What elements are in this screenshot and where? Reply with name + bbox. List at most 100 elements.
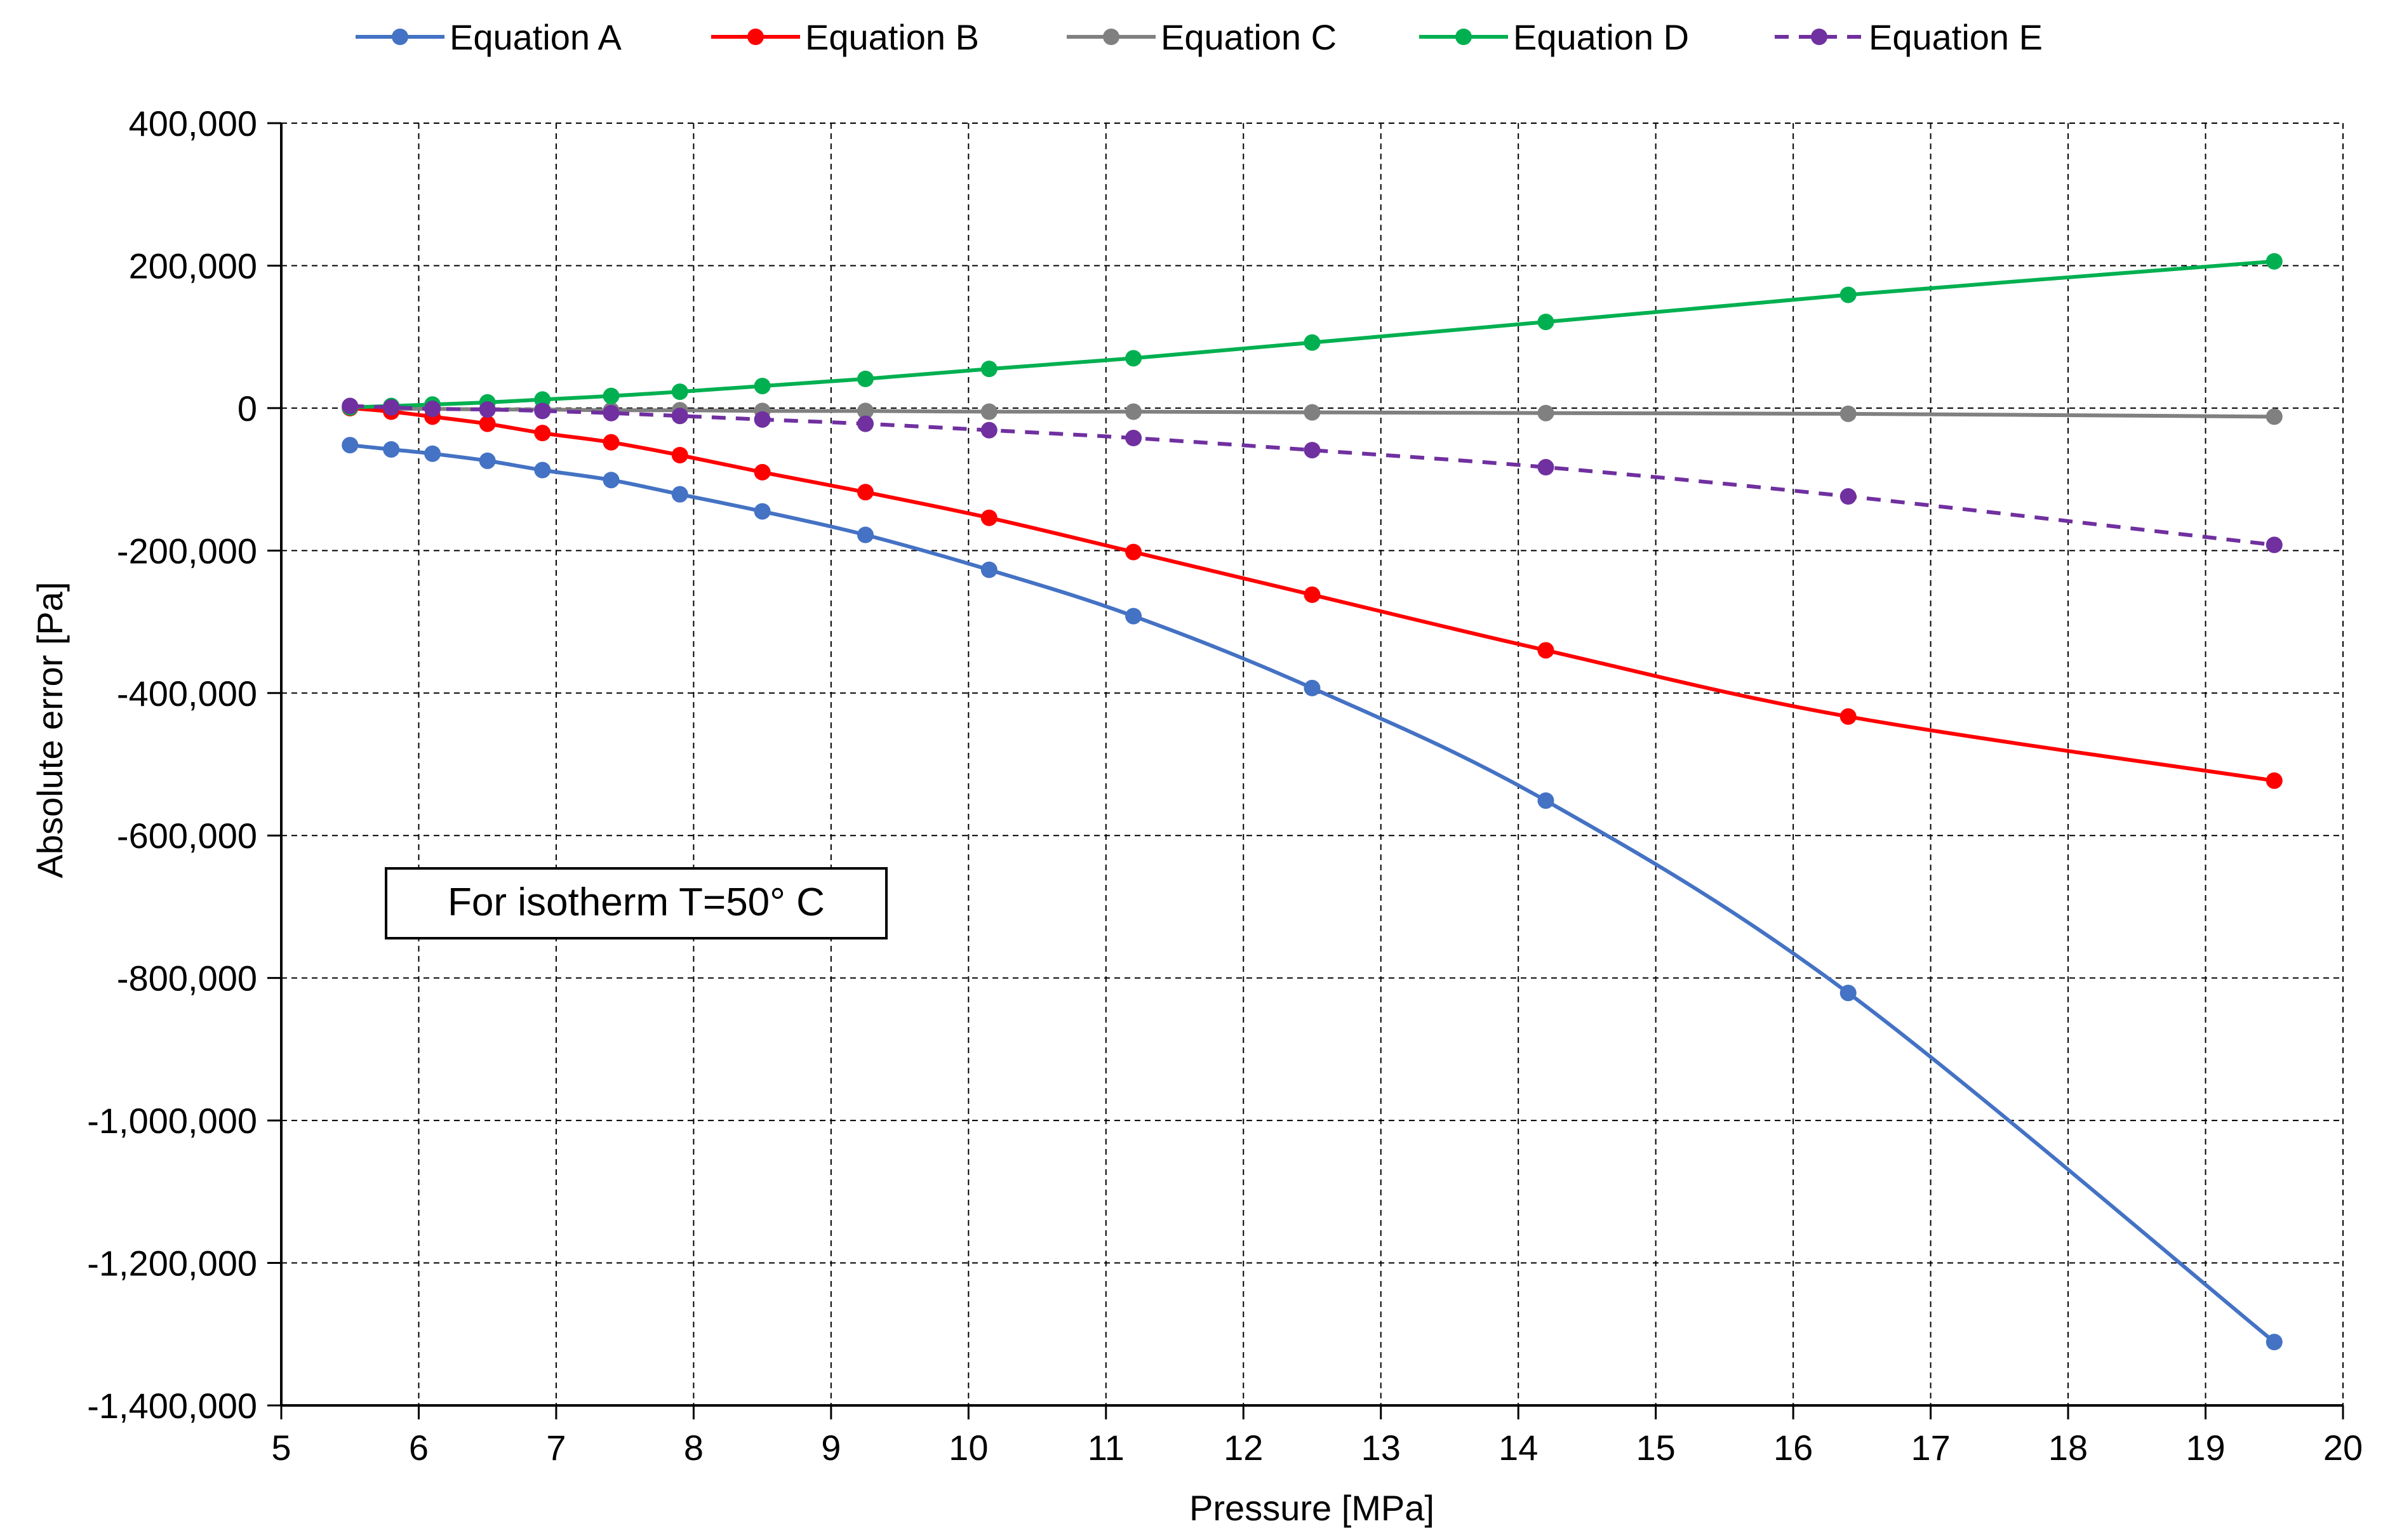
x-tick-label: 12: [1224, 1428, 1263, 1468]
data-point: [479, 452, 496, 469]
x-tick-label: 9: [821, 1428, 841, 1468]
data-point: [1304, 404, 1321, 421]
legend-swatch-marker: [1811, 29, 1827, 45]
x-tick-label: 20: [2323, 1428, 2363, 1468]
y-tick-label: -400,000: [117, 674, 257, 714]
data-point: [1125, 403, 1142, 420]
data-point: [1125, 430, 1142, 447]
y-tick-label: -600,000: [117, 816, 257, 856]
series-line: [350, 259, 2275, 409]
annotation-text: For isotherm T=50° C: [448, 880, 825, 924]
y-tick-label: -1,400,000: [87, 1386, 257, 1426]
x-tick-label: 16: [1773, 1428, 1813, 1468]
data-point: [1839, 985, 1857, 1002]
data-point: [980, 509, 998, 526]
x-tick-label: 7: [546, 1428, 566, 1468]
data-point: [671, 383, 688, 401]
legend-label: Equation E: [1869, 17, 2043, 57]
data-point: [1304, 679, 1321, 696]
legend-item-equation-d: Equation D: [1419, 17, 1689, 57]
series-equation-e: [342, 397, 2283, 554]
data-point: [1125, 543, 1142, 561]
series-equation-d: [342, 253, 2283, 416]
annotation-box: For isotherm T=50° C: [385, 867, 888, 939]
legend-label: Equation C: [1161, 17, 1337, 57]
x-tick-label: 13: [1361, 1428, 1401, 1468]
legend-item-equation-c: Equation C: [1067, 17, 1337, 57]
data-point: [342, 397, 359, 415]
data-point: [671, 486, 688, 503]
data-point: [1537, 314, 1554, 331]
y-tick-label: -1,000,000: [87, 1101, 257, 1141]
legend-swatch-marker: [747, 29, 764, 45]
x-tick-label: 17: [1911, 1428, 1950, 1468]
data-point: [980, 422, 998, 439]
y-tick-label: -200,000: [117, 531, 257, 571]
x-tick-label: 6: [409, 1428, 429, 1468]
y-tick-label: -1,200,000: [87, 1244, 257, 1284]
data-point: [671, 408, 688, 425]
data-point: [754, 411, 771, 428]
data-point: [603, 404, 620, 422]
data-point: [1537, 792, 1554, 809]
data-point: [534, 425, 551, 442]
y-axis-label: Absolute error [Pa]: [30, 582, 70, 879]
data-point: [1537, 404, 1554, 422]
data-point: [603, 472, 620, 489]
x-tick-label: 19: [2186, 1428, 2225, 1468]
data-point: [2266, 536, 2283, 554]
data-point: [754, 503, 771, 520]
data-point: [1839, 708, 1857, 725]
legend-item-equation-b: Equation B: [711, 17, 979, 57]
data-point: [980, 561, 998, 578]
legend-swatch-marker: [1455, 29, 1472, 45]
data-point: [1304, 442, 1321, 459]
legend-swatch-marker: [1103, 29, 1119, 45]
x-tick-label: 8: [684, 1428, 704, 1468]
data-point: [1125, 350, 1142, 367]
legend-label: Equation B: [805, 17, 979, 57]
data-point: [603, 387, 620, 404]
data-point: [342, 437, 359, 454]
data-point: [479, 401, 496, 418]
x-axis-label: Pressure [MPa]: [1189, 1488, 1434, 1528]
data-point: [424, 445, 441, 462]
data-point: [1839, 286, 1857, 303]
data-point: [754, 463, 771, 481]
series-line: [350, 404, 2275, 547]
data-point: [857, 370, 874, 387]
data-point: [857, 526, 874, 543]
data-point: [2266, 253, 2283, 270]
x-tick-label: 11: [1088, 1428, 1125, 1468]
series-line: [349, 406, 2275, 783]
data-point: [857, 415, 874, 432]
data-point: [424, 401, 441, 418]
data-point: [1304, 586, 1321, 603]
x-tick-label: 14: [1499, 1428, 1538, 1468]
data-point: [980, 361, 998, 378]
data-point: [1125, 607, 1142, 625]
data-point: [1537, 642, 1554, 659]
y-tick-label: 200,000: [129, 246, 257, 286]
series-equation-a: [342, 437, 2283, 1351]
data-point: [1839, 405, 1857, 422]
x-tick-label: 18: [2048, 1428, 2088, 1468]
data-point: [754, 378, 771, 395]
data-point: [857, 484, 874, 501]
data-point: [2266, 1334, 2283, 1351]
data-point: [383, 441, 400, 458]
legend: Equation A Equation B Equation C Equation D…: [356, 17, 2043, 57]
data-point: [603, 434, 620, 451]
x-tick-label: 5: [271, 1428, 291, 1468]
y-tick-label: 400,000: [129, 103, 257, 143]
data-point: [2266, 408, 2283, 425]
data-point: [1304, 334, 1321, 351]
data-point: [671, 446, 688, 463]
data-point: [383, 399, 400, 416]
data-point: [534, 391, 551, 408]
legend-label: Equation D: [1513, 17, 1689, 57]
legend-item-equation-e: Equation E: [1775, 17, 2043, 57]
x-tick-label: 15: [1636, 1428, 1676, 1468]
